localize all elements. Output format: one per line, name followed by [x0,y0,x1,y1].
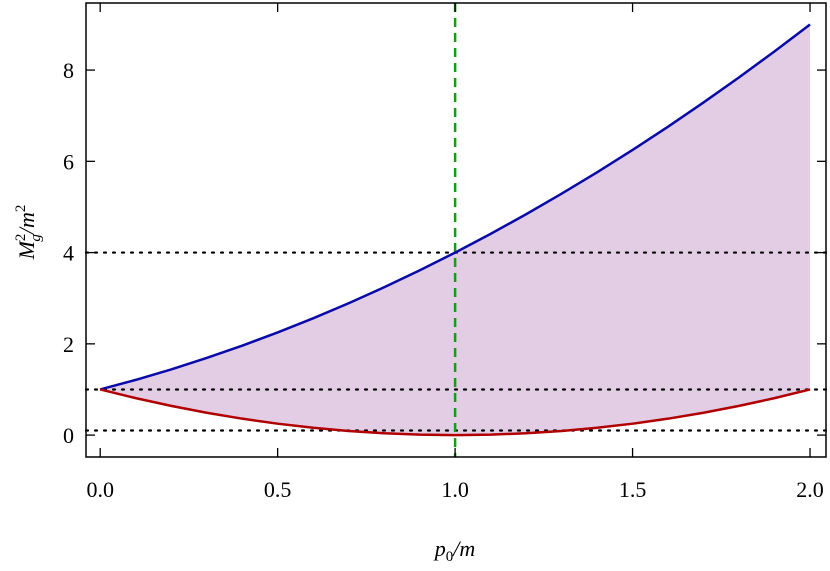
y-axis-label: M2g/m2 [13,205,44,261]
x-tick-label: 0.0 [86,477,114,502]
x-tick-label: 1.5 [619,477,647,502]
x-tick-label: 2.0 [796,477,824,502]
curve [99,388,811,437]
y-label-sup: 2 [13,234,29,242]
plot-frame [85,2,827,458]
y-tick-label: 2 [63,332,74,357]
y-tick-label: 4 [63,241,74,266]
y-label-rest: /m [14,212,39,236]
x-label-sub: 0 [446,549,454,565]
x-tick-label: 1.0 [441,477,469,502]
y-tick-label: 0 [63,423,74,448]
curve [99,23,811,391]
y-label-sub: g [28,234,44,242]
x-tick-label: 0.5 [264,477,292,502]
y-tick-label: 8 [63,58,74,83]
x-label-base: p [433,536,446,561]
x-label-rest: /m [451,536,475,561]
y-label-sup2: 2 [13,205,29,213]
y-label-base: M [14,239,39,260]
x-axis-label: p0/m [433,536,476,565]
y-tick-label: 6 [63,149,74,174]
